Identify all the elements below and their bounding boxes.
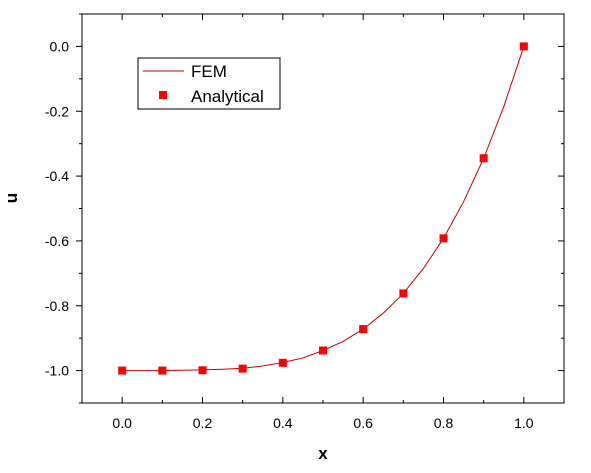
analytical-point xyxy=(519,42,528,51)
legend-fem-label: FEM xyxy=(191,62,227,81)
analytical-point xyxy=(158,366,167,375)
analytical-point xyxy=(238,364,247,373)
x-tick-label: 0.6 xyxy=(353,415,373,431)
analytical-point xyxy=(359,325,368,334)
x-tick-label: 0.0 xyxy=(112,415,132,431)
analytical-point xyxy=(479,154,488,163)
legend: FEM Analytical xyxy=(137,57,281,110)
analytical-point xyxy=(439,234,448,243)
x-tick-label: 0.4 xyxy=(273,415,293,431)
legend-analytical-square-icon xyxy=(159,91,167,99)
analytical-point xyxy=(278,358,287,367)
analytical-point xyxy=(399,289,408,298)
x-tick-label: 1.0 xyxy=(514,415,534,431)
analytical-point xyxy=(118,366,127,375)
y-axis-title: u xyxy=(2,193,21,203)
y-tick-label: -0.4 xyxy=(45,168,69,184)
legend-analytical-label: Analytical xyxy=(191,87,264,106)
y-tick-label: -0.2 xyxy=(45,103,69,119)
y-tick-label: -0.8 xyxy=(45,298,69,314)
series-layer xyxy=(118,42,528,375)
analytical-point xyxy=(198,366,207,375)
analytical-point xyxy=(319,346,327,355)
x-axis-title: x xyxy=(318,444,328,463)
x-tick-label: 0.2 xyxy=(193,415,213,431)
y-tick-label: -0.6 xyxy=(45,233,69,249)
y-tick-label: 0.0 xyxy=(50,38,70,54)
x-tick-label: 0.8 xyxy=(434,415,454,431)
y-tick-label: -1.0 xyxy=(45,363,69,379)
axis-ticks: 0.0 0.2 0.4 0.6 0.8 1.0 0.0 -0.2 -0.4 -0.6 -0.8 -1.… xyxy=(45,13,565,431)
legend-box xyxy=(137,57,281,110)
